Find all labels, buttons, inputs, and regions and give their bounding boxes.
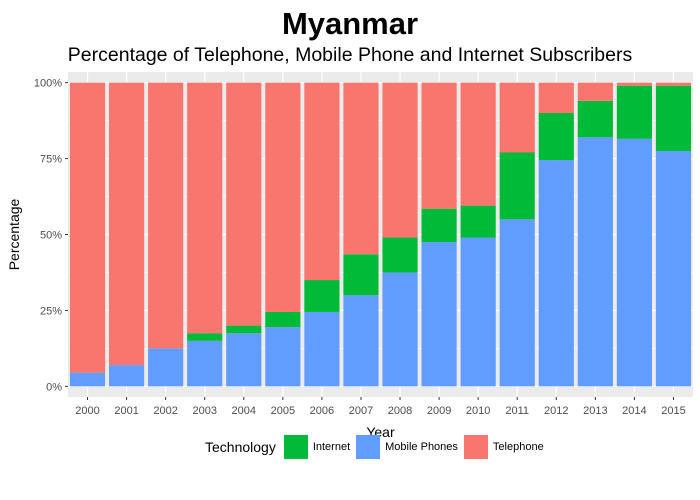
bar-mobile-phones-2003 [187, 340, 223, 387]
x-tick-label: 2008 [388, 405, 412, 417]
bar-mobile-phones-2012 [538, 160, 574, 387]
legend-label-telephone: Telephone [492, 441, 544, 453]
bar-mobile-phones-2002 [148, 348, 184, 387]
bar-telephone-2001 [109, 82, 145, 366]
bar-mobile-phones-2014 [616, 138, 652, 387]
bar-internet-2010 [460, 205, 496, 238]
x-tick-label: 2004 [232, 405, 256, 417]
bar-internet-2011 [499, 152, 535, 220]
bar-telephone-2003 [187, 82, 223, 334]
bar-telephone-2000 [69, 82, 106, 373]
bar-internet-2009 [421, 208, 457, 243]
legend-item-telephone: Telephone [463, 435, 546, 459]
bar-mobile-phones-2001 [109, 365, 145, 387]
x-tick-label: 2007 [349, 405, 373, 417]
legend: Technology Internet Mobile Phones Teleph… [205, 432, 550, 462]
bar-telephone-2004 [226, 82, 262, 326]
bar-telephone-2013 [577, 82, 613, 101]
x-tick-label: 2009 [427, 405, 451, 417]
x-tick-label: 2001 [114, 405, 138, 417]
bar-mobile-phones-2000 [69, 372, 106, 387]
x-tick-label: 2006 [310, 405, 334, 417]
legend-item-mobile-phones: Mobile Phones [356, 435, 460, 459]
bar-mobile-phones-2009 [421, 242, 457, 387]
bar-mobile-phones-2015 [655, 150, 692, 387]
legend-label-internet: Internet [312, 441, 351, 453]
x-tick-label: 2014 [622, 405, 646, 417]
y-tick-label: 0% [46, 381, 62, 393]
x-tick-label: 2002 [153, 405, 177, 417]
bar-internet-2003 [187, 333, 223, 341]
bar-internet-2015 [655, 85, 692, 151]
bar-telephone-2011 [499, 82, 535, 153]
y-tick-label: 100% [34, 78, 62, 90]
legend-item-internet: Internet [283, 435, 352, 459]
bar-internet-2004 [226, 325, 262, 334]
x-tick-label: 2011 [505, 405, 529, 417]
legend-key-internet [283, 435, 308, 459]
x-tick-label: 2010 [466, 405, 490, 417]
bar-mobile-phones-2007 [343, 295, 379, 387]
bar-internet-2006 [304, 280, 340, 312]
bar-telephone-2008 [382, 82, 418, 238]
bar-telephone-2007 [343, 82, 379, 255]
bar-internet-2005 [265, 311, 301, 328]
y-tick-label: 25% [40, 305, 62, 317]
x-tick-label: 2005 [271, 405, 295, 417]
bar-mobile-phones-2011 [499, 219, 535, 387]
y-axis-label: Percentage [6, 198, 22, 270]
bar-mobile-phones-2013 [577, 137, 613, 387]
bar-telephone-2002 [148, 82, 184, 349]
y-tick-label: 50% [40, 230, 62, 242]
bar-internet-2014 [616, 85, 652, 139]
x-tick-label: 2000 [75, 405, 99, 417]
bar-mobile-phones-2006 [304, 311, 340, 387]
bar-telephone-2005 [265, 82, 301, 312]
x-tick-label: 2013 [583, 405, 607, 417]
bar-telephone-2012 [538, 82, 574, 114]
bar-mobile-phones-2004 [226, 333, 262, 387]
bar-telephone-2014 [616, 82, 652, 86]
legend-label-mobile-phones: Mobile Phones [385, 441, 458, 453]
bar-mobile-phones-2010 [460, 237, 496, 387]
bar-internet-2013 [577, 100, 613, 138]
bar-internet-2007 [343, 254, 379, 296]
bar-telephone-2006 [304, 82, 340, 281]
legend-key-telephone [463, 435, 488, 459]
y-tick-label: 75% [40, 154, 62, 166]
bar-internet-2008 [382, 237, 418, 273]
x-tick-label: 2012 [544, 405, 568, 417]
bar-mobile-phones-2005 [265, 327, 301, 387]
legend-key-mobile-phones [356, 435, 381, 459]
chart-title: Myanmar [281, 6, 419, 41]
bar-mobile-phones-2008 [382, 272, 418, 387]
chart-subtitle: Percentage of Telephone, Mobile Phone an… [67, 44, 633, 66]
bar-telephone-2010 [460, 82, 496, 206]
x-tick-label: 2015 [661, 405, 685, 417]
bar-internet-2012 [538, 113, 574, 161]
x-tick-label: 2003 [192, 405, 216, 417]
legend-title: Technology [205, 439, 276, 455]
bar-telephone-2015 [655, 82, 692, 86]
bar-telephone-2009 [421, 82, 457, 209]
